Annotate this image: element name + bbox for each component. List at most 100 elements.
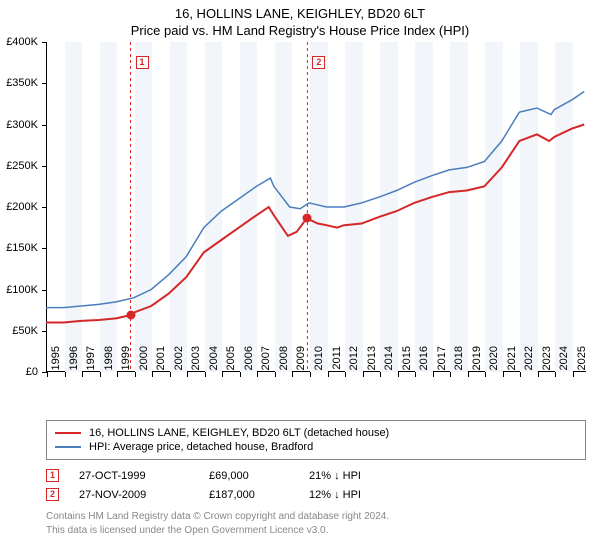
sale-row: 127-OCT-1999£69,00021% ↓ HPI — [46, 466, 586, 485]
ytick-label: £200K — [0, 201, 38, 213]
xtick-label: 1997 — [85, 346, 97, 378]
xtick-mark — [538, 372, 539, 377]
sale-row-price: £69,000 — [209, 470, 289, 482]
xtick-label: 2012 — [348, 346, 360, 378]
ytick-label: £300K — [0, 119, 38, 131]
sales-table: 127-OCT-1999£69,00021% ↓ HPI 2 27-NOV-2009… — [46, 466, 586, 504]
xtick-label: 2000 — [138, 346, 150, 378]
xtick-label: 2014 — [383, 346, 395, 378]
legend-label: HPI: Average price, detached house, Brad… — [89, 441, 313, 453]
xtick-label: 2004 — [208, 346, 220, 378]
xtick-label: 2013 — [366, 346, 378, 378]
xtick-mark — [82, 372, 83, 377]
xtick-label: 2021 — [506, 346, 518, 378]
xtick-label: 1995 — [50, 346, 62, 378]
chart-title: 16, HOLLINS LANE, KEIGHLEY, BD20 6LT — [0, 6, 600, 21]
chart-area: £0£50K£100K£150K£200K£250K£300K£350K£400… — [46, 42, 586, 412]
xtick-mark — [345, 372, 346, 377]
legend-row: 16, HOLLINS LANE, KEIGHLEY, BD20 6LT (de… — [55, 427, 577, 439]
legend-row: HPI: Average price, detached house, Brad… — [55, 441, 577, 453]
legend-swatch — [55, 432, 81, 434]
xtick-label: 1996 — [68, 346, 80, 378]
xtick-label: 2020 — [488, 346, 500, 378]
xtick-label: 2011 — [331, 346, 343, 378]
sale-row-price: £187,000 — [209, 489, 289, 501]
legend: 16, HOLLINS LANE, KEIGHLEY, BD20 6LT (de… — [46, 420, 586, 460]
xtick-mark — [503, 372, 504, 377]
xtick-mark — [398, 372, 399, 377]
xtick-mark — [100, 372, 101, 377]
xtick-mark — [450, 372, 451, 377]
xtick-mark — [187, 372, 188, 377]
xtick-label: 2001 — [155, 346, 167, 378]
xtick-mark — [117, 372, 118, 377]
xtick-mark — [310, 372, 311, 377]
series-line — [46, 92, 584, 308]
xtick-label: 2003 — [190, 346, 202, 378]
xtick-mark — [555, 372, 556, 377]
ytick-label: £0 — [0, 366, 38, 378]
sale-row-marker: 1 — [46, 469, 59, 482]
xtick-mark — [205, 372, 206, 377]
xtick-mark — [222, 372, 223, 377]
xtick-mark — [328, 372, 329, 377]
xtick-label: 2023 — [541, 346, 553, 378]
xtick-label: 2018 — [453, 346, 465, 378]
legend-swatch — [55, 446, 81, 448]
sale-row-pct: 12% ↓ HPI — [309, 489, 419, 501]
footer-line-2: This data is licensed under the Open Gov… — [46, 524, 586, 538]
sale-row-date: 27-NOV-2009 — [79, 489, 189, 501]
legend-label: 16, HOLLINS LANE, KEIGHLEY, BD20 6LT (de… — [89, 427, 389, 439]
footer: Contains HM Land Registry data © Crown c… — [46, 510, 586, 537]
xtick-mark — [292, 372, 293, 377]
xtick-label: 1999 — [120, 346, 132, 378]
ytick-label: £50K — [0, 325, 38, 337]
xtick-mark — [135, 372, 136, 377]
chart-lines — [46, 42, 586, 372]
sale-marker-box: 2 — [312, 56, 325, 69]
chart-subtitle: Price paid vs. HM Land Registry's House … — [0, 23, 600, 38]
xtick-label: 2024 — [558, 346, 570, 378]
xtick-mark — [520, 372, 521, 377]
xtick-label: 2019 — [471, 346, 483, 378]
xtick-label: 2007 — [260, 346, 272, 378]
xtick-mark — [170, 372, 171, 377]
xtick-label: 2016 — [418, 346, 430, 378]
xtick-mark — [275, 372, 276, 377]
xtick-mark — [485, 372, 486, 377]
title-block: 16, HOLLINS LANE, KEIGHLEY, BD20 6LT Pri… — [0, 0, 600, 42]
xtick-mark — [573, 372, 574, 377]
xtick-label: 2009 — [295, 346, 307, 378]
xtick-label: 2022 — [523, 346, 535, 378]
footer-line-1: Contains HM Land Registry data © Crown c… — [46, 510, 586, 524]
xtick-mark — [433, 372, 434, 377]
xtick-mark — [47, 372, 48, 377]
xtick-label: 2006 — [243, 346, 255, 378]
xtick-label: 2025 — [576, 346, 588, 378]
xtick-mark — [152, 372, 153, 377]
xtick-mark — [468, 372, 469, 377]
xtick-mark — [65, 372, 66, 377]
ytick-label: £100K — [0, 284, 38, 296]
series-line — [46, 125, 584, 323]
sale-marker-dot — [303, 213, 312, 222]
xtick-label: 2002 — [173, 346, 185, 378]
xtick-mark — [415, 372, 416, 377]
xtick-label: 2017 — [436, 346, 448, 378]
xtick-mark — [380, 372, 381, 377]
sale-marker-box: 1 — [136, 56, 149, 69]
xtick-label: 1998 — [103, 346, 115, 378]
xtick-label: 2015 — [401, 346, 413, 378]
xtick-label: 2010 — [313, 346, 325, 378]
xtick-mark — [363, 372, 364, 377]
sale-row: 2 27-NOV-2009 £187,000 12% ↓ HPI — [46, 485, 586, 504]
ytick-label: £150K — [0, 242, 38, 254]
ytick-label: £250K — [0, 160, 38, 172]
xtick-label: 2005 — [225, 346, 237, 378]
sale-row-marker: 2 — [46, 488, 59, 501]
xtick-mark — [257, 372, 258, 377]
xtick-mark — [240, 372, 241, 377]
sale-marker-dot — [126, 311, 135, 320]
ytick-label: £350K — [0, 77, 38, 89]
xtick-label: 2008 — [278, 346, 290, 378]
